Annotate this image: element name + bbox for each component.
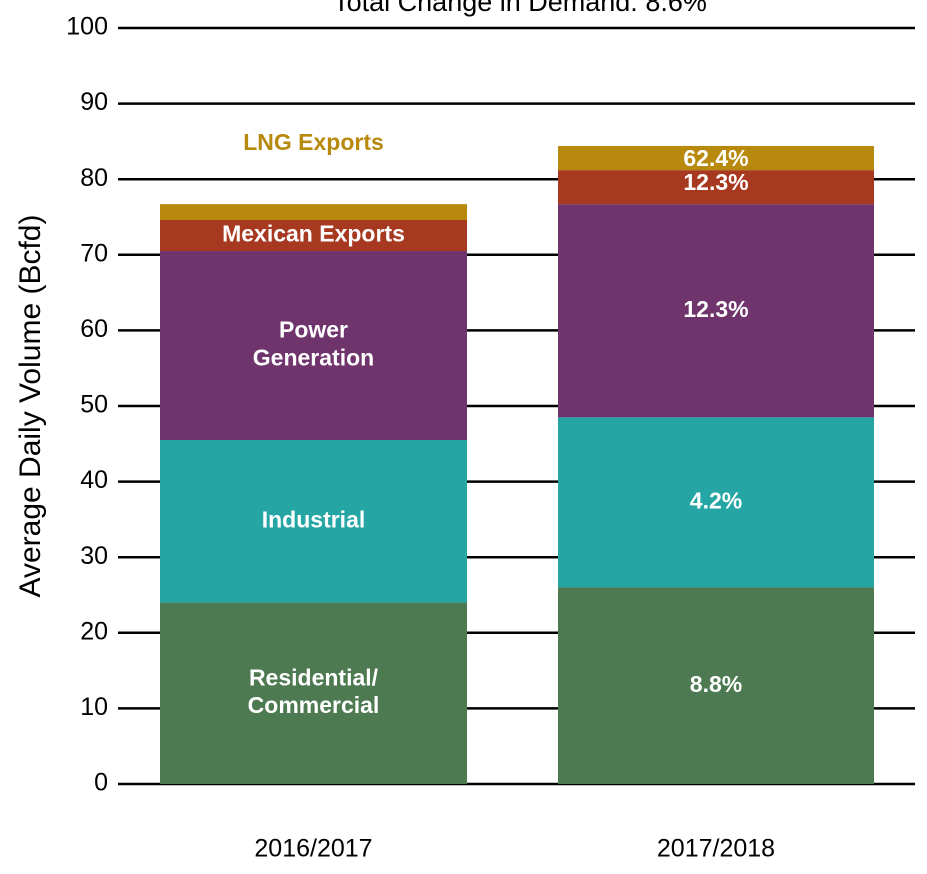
bar-segment [160, 440, 467, 603]
y-tick-label: 40 [80, 466, 108, 494]
y-tick-label: 80 [80, 164, 108, 192]
bar-segment [558, 587, 874, 784]
bar-segment [558, 417, 874, 588]
bar-segment [558, 170, 874, 205]
y-tick-label: 90 [80, 88, 108, 116]
bar-segment [160, 251, 467, 441]
bar-segment [160, 204, 467, 221]
bar-segment [160, 220, 467, 252]
chart-title: Total Change in Demand: 8.6% [333, 0, 707, 17]
bar-segment [558, 204, 874, 418]
segment-label: 8.8% [690, 671, 742, 697]
segment-label: Mexican Exports [222, 221, 405, 247]
y-tick-label: 10 [80, 693, 108, 721]
segment-label: Industrial [262, 506, 366, 532]
y-tick-label: 0 [94, 769, 108, 797]
y-tick-label: 30 [80, 542, 108, 570]
label-background [234, 126, 393, 163]
x-tick-label: 2017/2018 [657, 835, 775, 863]
x-tick-label: 2016/2017 [254, 835, 372, 863]
y-axis-label: Average Daily Volume (Bcfd) [14, 215, 47, 598]
segment-label: 12.3% [683, 296, 748, 322]
y-tick-label: 20 [80, 617, 108, 645]
segment-label: 62.4% [683, 145, 748, 171]
y-tick-label: 100 [66, 13, 108, 41]
segment-label: 12.3% [683, 169, 748, 195]
y-tick-label: 60 [80, 315, 108, 343]
segment-label: Residential/Commercial [248, 665, 380, 719]
bar-segment [558, 145, 874, 171]
y-tick-label: 50 [80, 391, 108, 419]
segment-label: LNG Exports [243, 129, 384, 155]
y-tick-label: 70 [80, 239, 108, 267]
segment-label: 4.2% [690, 487, 742, 513]
segment-label: Power Generation [253, 317, 374, 371]
bar-segment [160, 602, 467, 784]
